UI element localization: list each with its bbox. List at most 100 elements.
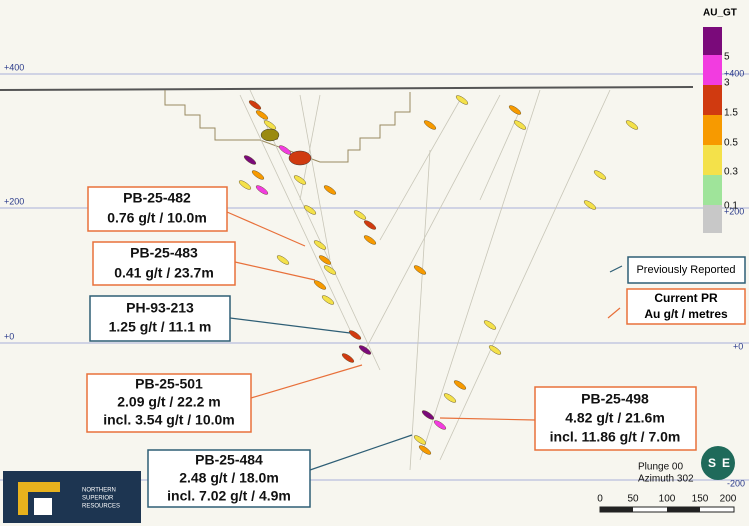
legend-label: 0.5: [724, 138, 738, 149]
drill-trace: [260, 128, 280, 142]
hole-id: PB-25-498: [581, 391, 649, 407]
drill-trace: [363, 235, 377, 245]
drill-traces: [238, 89, 639, 471]
key-current-units: Au g/t / metres: [644, 307, 728, 321]
plunge: Plunge 00: [638, 462, 683, 473]
callout-boxes: [86, 186, 746, 508]
hole-id: PB-25-484: [195, 452, 263, 468]
drill-trace: [433, 420, 447, 430]
intercept: 0.76 g/t / 10.0m: [107, 210, 207, 226]
drill-trace: [413, 265, 427, 275]
hole-id: PB-25-483: [130, 245, 198, 261]
legend-label: 3: [724, 78, 730, 89]
drill-trace: [483, 320, 497, 330]
drill-trace: [421, 410, 435, 420]
intercept: incl. 3.54 g/t / 10.0m: [103, 412, 235, 428]
intercept: 0.41 g/t / 23.7m: [114, 265, 214, 281]
drill-trace: [323, 185, 337, 195]
drill-trace: [513, 120, 527, 130]
drill-trace: [593, 170, 607, 180]
globe-letter: S: [708, 456, 716, 470]
drill-trace: [255, 185, 269, 195]
drill-trace: [353, 210, 367, 220]
scale-label: 150: [692, 494, 709, 505]
legend-label: 5: [724, 52, 730, 63]
drill-trace: [583, 200, 597, 210]
drill-trace: [348, 330, 362, 340]
logo-text: NORTHERN: [82, 488, 116, 494]
drill-trace: [413, 435, 427, 445]
logo-mark: [18, 482, 60, 515]
intercept: 4.82 g/t / 21.6m: [565, 410, 665, 426]
drill-trace: [248, 100, 262, 110]
surface: [0, 86, 694, 91]
legend: [703, 27, 722, 233]
drill-trace: [358, 345, 372, 355]
drill-trace: [379, 99, 461, 241]
intercept: 2.09 g/t / 22.2 m: [117, 394, 221, 410]
hole-id: PB-25-501: [135, 376, 203, 392]
elev-label: +400: [724, 68, 744, 78]
drill-trace: [321, 295, 335, 305]
intercept: 2.48 g/t / 18.0m: [179, 470, 279, 486]
drill-trace: [625, 120, 639, 130]
drill-trace: [293, 175, 307, 185]
elev-label: +200: [4, 196, 24, 206]
intercept: incl. 11.86 g/t / 7.0m: [550, 429, 681, 445]
leader-lines: [226, 211, 623, 471]
drill-trace: [479, 109, 521, 201]
globe-letter: E: [722, 456, 730, 470]
drill-trace: [276, 255, 290, 265]
drill-trace: [238, 180, 252, 190]
drill-trace: [251, 170, 265, 180]
scale-label: 50: [627, 494, 639, 505]
drill-trace: [263, 120, 277, 130]
drill-trace: [363, 220, 377, 230]
hole-id: PH-93-213: [126, 300, 194, 316]
elev-label: +200: [724, 206, 744, 216]
drill-trace: [243, 155, 257, 165]
logo-text: RESOURCES: [82, 504, 120, 510]
intercept: 1.25 g/t / 11.1 m: [109, 319, 212, 335]
drill-trace: [239, 94, 351, 331]
logo-text: SUPERIOR: [82, 496, 114, 502]
legend-title: AU_GT: [703, 8, 737, 19]
key-previous: Previously Reported: [636, 264, 735, 276]
drill-trace: [418, 445, 432, 455]
drill-trace: [303, 205, 317, 215]
elev-label: +0: [4, 331, 14, 341]
intercept: incl. 7.02 g/t / 4.9m: [167, 488, 291, 504]
drill-trace: [409, 149, 431, 471]
hole-id: PB-25-482: [123, 190, 191, 206]
drill-trace: [288, 150, 312, 166]
drill-trace: [341, 353, 355, 363]
scale-bar: [599, 506, 735, 513]
drill-trace: [443, 393, 457, 403]
drill-trace: [323, 265, 337, 275]
legend-label: 0.3: [724, 167, 738, 178]
drill-trace: [419, 89, 541, 461]
pit-outline: [164, 90, 411, 163]
drill-trace: [423, 120, 437, 130]
drill-trace: [439, 89, 611, 461]
drill-trace: [255, 110, 269, 120]
drill-trace: [318, 255, 332, 265]
elev-label: +400: [4, 62, 24, 72]
drill-trace: [299, 94, 331, 261]
scale-label: 200: [720, 494, 737, 505]
legend-label: 0.1: [724, 201, 738, 212]
key-current: Current PR: [654, 291, 718, 305]
drill-trace: [313, 280, 327, 290]
drill-trace: [488, 345, 502, 355]
drill-trace: [359, 94, 501, 361]
elev-label: -200: [727, 478, 745, 488]
azimuth: Azimuth 302: [638, 474, 694, 485]
scale-label: 100: [659, 494, 676, 505]
globe: [701, 446, 735, 480]
scale-label: 0: [597, 494, 603, 505]
elev-label: +0: [733, 341, 743, 351]
logo-mark: [34, 498, 52, 515]
drill-trace: [453, 380, 467, 390]
drill-trace: [455, 95, 469, 105]
